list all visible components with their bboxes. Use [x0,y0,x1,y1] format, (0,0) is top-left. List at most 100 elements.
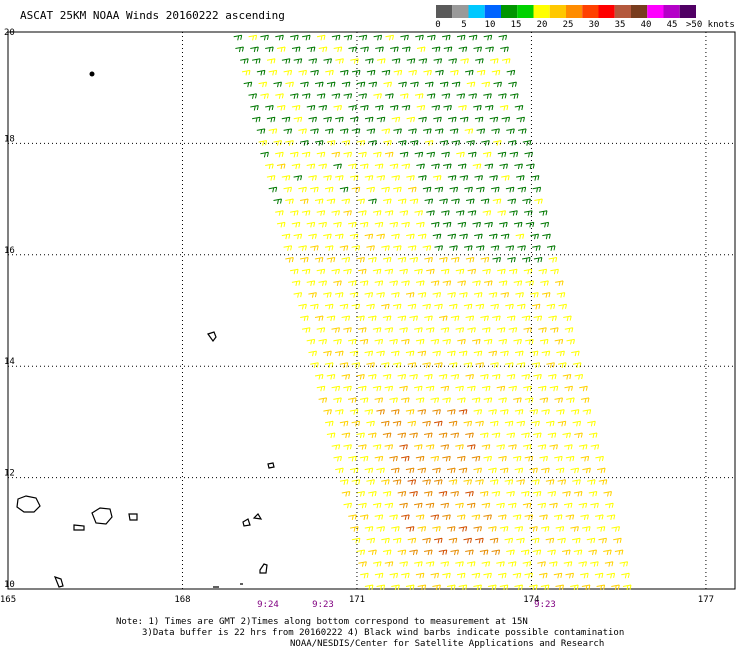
wind-barb [268,69,278,76]
wind-barb [456,514,466,521]
wind-barb [260,93,269,99]
wind-barb [539,572,548,579]
wind-barb [356,198,365,205]
wind-barb [539,514,548,521]
wind-barb [504,420,514,427]
wind-barb [351,420,361,427]
wind-barb [588,491,598,497]
wind-barb [417,526,427,532]
wind-barb [323,409,332,415]
wind-barb [431,221,440,228]
wind-barb [594,572,604,579]
wind-barb [481,502,491,509]
wind-barb [515,292,524,298]
wind-barb [325,420,334,427]
wind-barb [310,362,319,368]
wind-barb [409,198,419,205]
wind-barb [417,467,427,474]
wind-barb [516,362,526,368]
wind-barb [517,303,526,310]
wind-barb [366,245,375,251]
wind-barb [331,385,341,392]
wind-barb [409,374,418,380]
wind-barb [488,409,497,415]
wind-barb [326,432,336,439]
wind-barb [443,105,452,111]
wind-barb [359,397,369,404]
wind-barb [423,69,432,76]
wind-barb [473,350,483,357]
wind-barb [549,561,558,567]
wind-barb [417,292,427,298]
wind-barb [301,327,311,333]
wind-barb [293,292,303,298]
wind-barb [441,93,451,99]
wind-barb [341,140,351,146]
island-outline [89,71,95,77]
wind-barb [235,46,244,53]
wind-barb [530,175,540,181]
wind-barb [358,34,368,41]
wind-barb [463,362,473,368]
wind-barb [580,455,590,462]
wind-barb [358,327,367,333]
wind-barb [415,338,425,345]
legend-label: >50 knots [686,20,735,30]
wind-barb [572,537,581,544]
wind-barb [517,186,527,193]
wind-barb [533,374,542,380]
wind-barb [467,210,477,216]
wind-barb [508,385,517,392]
wind-barb [562,432,571,439]
wind-barb [339,479,349,485]
wind-barb [523,385,532,392]
wind-barb [324,245,334,251]
wind-barb [400,93,409,99]
wind-barb [450,549,459,556]
wind-barb [364,584,374,591]
legend-label: 0 [435,20,441,30]
wind-barb [457,163,467,170]
wind-barb [276,221,286,228]
wind-barb [522,198,531,205]
legend-label: 35 [614,20,626,30]
wind-barb [465,432,474,439]
wind-barb [532,491,542,497]
wind-barb [573,549,583,556]
wind-barb [323,58,332,64]
wind-barb [520,549,530,556]
wind-barb [598,537,607,544]
legend-label: 40 [640,20,652,30]
wind-barb [465,549,474,556]
wind-barb [349,175,359,181]
wind-barb [464,128,474,135]
wind-barb [458,467,468,474]
wind-barb [515,233,525,240]
wind-barb [440,268,450,275]
wind-barb [522,257,531,263]
wind-barb [298,245,307,251]
wind-barb [392,537,402,544]
wind-barb [475,420,484,427]
wind-barb [524,210,533,216]
wind-barb [533,315,543,322]
wind-barb [597,467,606,474]
wind-barb [596,584,606,591]
wind-barb [573,491,583,497]
wind-barb [265,105,274,111]
wind-speed-color-scale [436,5,696,18]
wind-barb [448,362,458,368]
wind-barb [473,46,482,53]
wind-barb [442,34,451,41]
wind-barb [442,572,451,579]
wind-barb [492,315,501,322]
wind-barb [483,93,492,99]
wind-barb [489,175,498,181]
wind-barb [467,327,476,333]
wind-barb [450,257,460,263]
wind-barb [377,58,386,64]
longitude-tick-label: 177 [698,595,714,605]
latitude-tick-label: 16 [4,246,15,256]
wind-barb [368,374,377,380]
wind-barb [508,81,517,88]
